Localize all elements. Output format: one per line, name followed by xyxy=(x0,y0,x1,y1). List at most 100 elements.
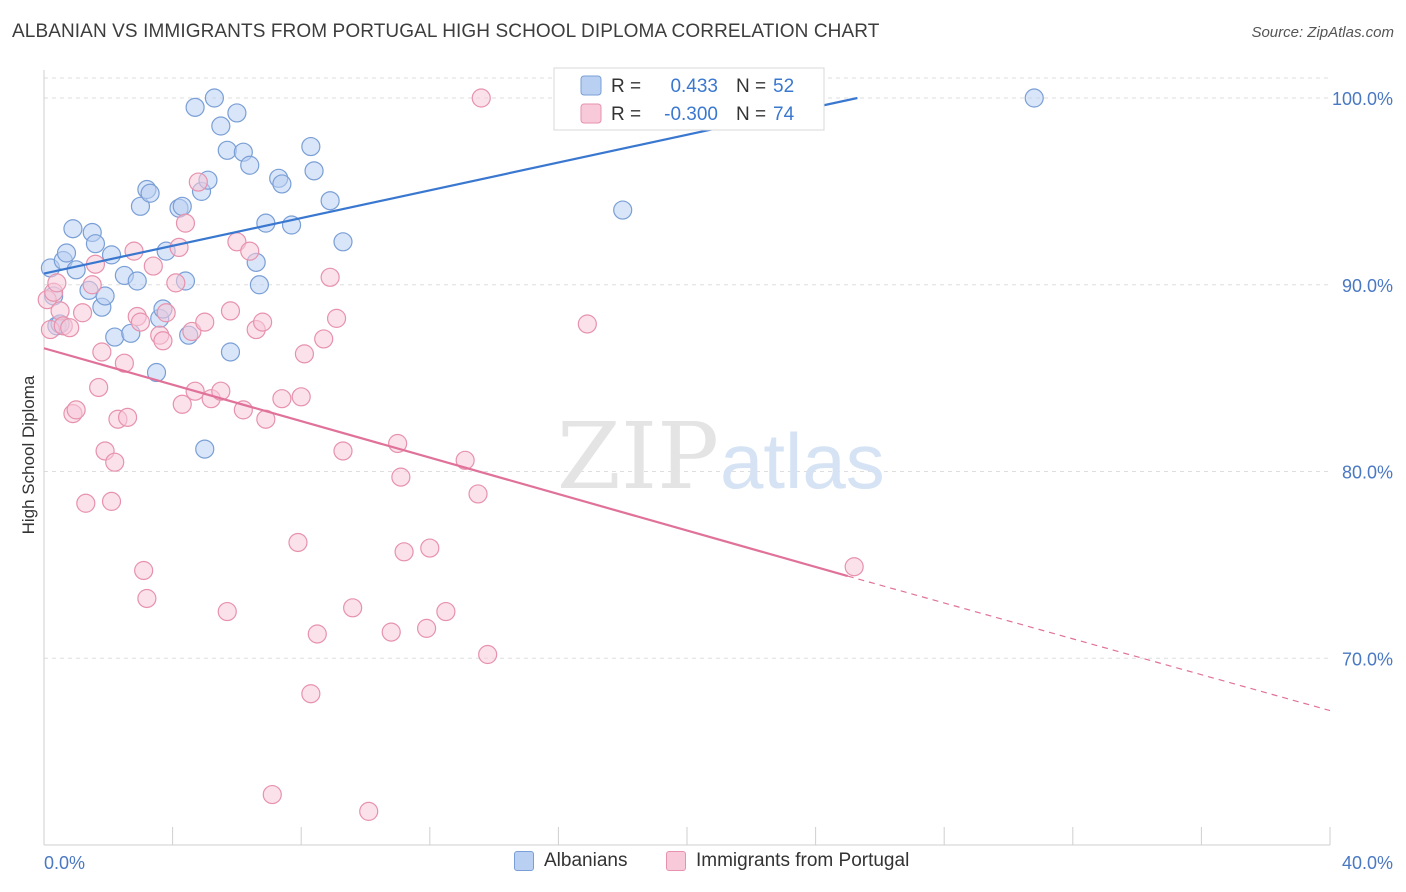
grid-lines xyxy=(44,77,1330,659)
legend-r-label-1: R = xyxy=(611,76,641,97)
albanian-point-50 xyxy=(1024,88,1044,108)
albanian-point-48 xyxy=(333,232,353,252)
x-tick-label-1: 40.0% xyxy=(1342,853,1393,873)
portugal-point-11 xyxy=(82,275,102,295)
portugal-point-28 xyxy=(153,331,173,351)
y-tick-label-2: 80.0% xyxy=(1342,463,1393,483)
portugal-point-26 xyxy=(143,256,163,276)
portugal-point-10 xyxy=(76,493,96,513)
y-tick-label-1: 90.0% xyxy=(1342,276,1393,296)
albanian-point-47 xyxy=(320,191,340,211)
albanian-point-6 xyxy=(66,260,86,280)
y-axis-label: High School Diploma xyxy=(19,375,38,534)
albanian-point-20 xyxy=(146,362,167,383)
albanian-point-19 xyxy=(140,183,160,203)
stats-legend: R = 0.433 N = 52 R = -0.300 N = 74 xyxy=(553,67,825,131)
legend-n-value-1: 52 xyxy=(773,76,794,97)
portugal-point-33 xyxy=(175,213,196,233)
legend-n-value-2: 74 xyxy=(773,104,795,125)
portugal-point-59 xyxy=(343,598,363,618)
portugal-point-48 xyxy=(262,784,282,805)
portugal-point-71 xyxy=(478,644,498,665)
legend-item-albanians: Albanians xyxy=(514,850,627,872)
portugal-point-14 xyxy=(92,342,112,362)
portugal-point-60 xyxy=(359,801,379,821)
watermark: ZIP atlas xyxy=(557,403,885,510)
albanian-point-5 xyxy=(63,219,83,239)
portugal-point-57 xyxy=(326,308,347,328)
portugal-point-41 xyxy=(220,301,241,321)
portugal-point-17 xyxy=(105,452,125,472)
portugal-point-36 xyxy=(188,172,208,192)
portugal-point-61 xyxy=(381,622,401,642)
portugal-point-56 xyxy=(320,267,340,287)
albanian-point-34 xyxy=(217,140,237,160)
albanian-point-38 xyxy=(240,155,260,175)
albanian-point-13 xyxy=(105,327,125,347)
portugal-point-8 xyxy=(66,400,86,420)
albanian-point-43 xyxy=(272,174,292,194)
portugal-point-29 xyxy=(156,303,176,323)
x-tick-label-0: 0.0% xyxy=(44,853,85,873)
albanian-point-4 xyxy=(56,243,77,263)
albanian-point-35 xyxy=(220,342,241,362)
portugal-swatch xyxy=(666,851,686,871)
legend-r-label-2: R = xyxy=(611,104,641,125)
portugal-point-32 xyxy=(172,394,192,414)
portugal-legend-swatch xyxy=(580,103,602,124)
albanian-point-32 xyxy=(204,88,224,108)
portugal-point-73 xyxy=(844,557,864,577)
portugal-point-53 xyxy=(301,684,321,704)
portugal-point-50 xyxy=(288,532,308,553)
portugal-point-34 xyxy=(182,321,202,342)
portugal-point-69 xyxy=(468,484,488,504)
albanian-point-25 xyxy=(172,196,192,216)
portugal-point-58 xyxy=(333,441,353,461)
albanian-point-11 xyxy=(95,286,115,306)
portugal-point-6 xyxy=(60,318,80,338)
albanian-point-41 xyxy=(256,213,276,233)
portugal-point-55 xyxy=(314,329,334,349)
albanians-swatch xyxy=(514,851,534,871)
portugal-point-63 xyxy=(391,467,411,487)
portugal-point-37 xyxy=(195,312,215,332)
watermark-zip: ZIP xyxy=(557,403,719,510)
watermark-atlas: atlas xyxy=(720,417,885,505)
portugal-point-67 xyxy=(436,601,456,622)
portugal-point-13 xyxy=(89,377,109,398)
y-tick-label-0: 100.0% xyxy=(1332,89,1393,109)
y-tick-labels: 100.0% 90.0% 80.0% 70.0% xyxy=(1332,89,1393,669)
portugal-point-49 xyxy=(272,389,292,409)
portugal-trend-line xyxy=(43,347,849,578)
albanian-point-45 xyxy=(301,136,321,157)
albanian-point-46 xyxy=(304,161,324,181)
series-legend: Albanians Immigrants from Portugal xyxy=(0,850,1406,880)
portugal-point-51 xyxy=(291,387,311,407)
legend-label-portugal: Immigrants from Portugal xyxy=(696,850,910,871)
portugal-point-16 xyxy=(101,491,122,511)
portugal-point-30 xyxy=(166,273,186,293)
portugal-point-70 xyxy=(471,88,491,108)
portugal-point-40 xyxy=(217,601,237,622)
albanian-point-36 xyxy=(227,103,247,123)
portugal-point-68 xyxy=(455,450,475,470)
portugal-point-9 xyxy=(72,303,93,323)
portugal-point-21 xyxy=(124,241,144,261)
portugal-point-39 xyxy=(211,381,231,401)
y-tick-label-3: 70.0% xyxy=(1342,649,1393,669)
portugal-trend-extension xyxy=(847,575,1331,712)
portugal-point-24 xyxy=(134,560,154,581)
portugal-point-19 xyxy=(114,353,134,373)
legend-r-value-1: 0.433 xyxy=(670,76,718,97)
legend-r-value-2: -0.300 xyxy=(664,104,718,125)
albanian-point-49 xyxy=(613,200,633,220)
albanian-point-28 xyxy=(185,97,205,117)
portugal-point-66 xyxy=(420,538,440,558)
albanian-point-17 xyxy=(130,196,151,216)
portugal-point-44 xyxy=(240,241,260,261)
albanian-point-33 xyxy=(211,116,231,136)
axes xyxy=(43,70,1331,846)
albanian-point-30 xyxy=(195,439,215,459)
portugal-point-46 xyxy=(253,312,273,332)
